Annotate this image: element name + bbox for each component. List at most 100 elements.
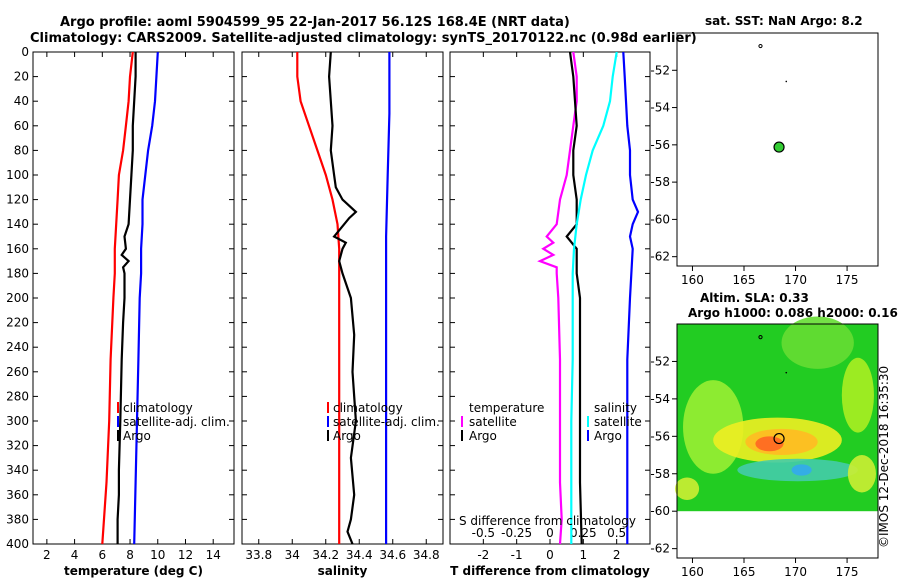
y-tick-label: 100 [6,168,29,182]
series-climatology [101,51,134,545]
x2-tick-label: -0.5 [472,526,495,540]
y-tick-label: 280 [6,389,29,403]
sst-map-title: sat. SST: NaN Argo: 8.2 [705,14,863,28]
y-tick-label: -60 [650,212,670,226]
y-tick-label: 380 [6,512,29,526]
x-tick-label: -1 [511,548,523,562]
argo-location-marker [773,432,785,445]
series-temperature-argo [565,51,583,545]
salinity-legend: climatology satellite-adj. clim. Argo [327,401,440,443]
x-tick-label: 2 [613,548,621,562]
y-tick-label: 160 [6,242,29,256]
x-tick-label: 34.2 [312,548,339,562]
x-tick-label: 34.6 [379,548,406,562]
x2-tick-label: 0 [546,526,554,540]
series-salinity-argo [622,51,640,544]
y-tick-label: 40 [14,94,29,108]
series-argo [116,52,137,544]
legend-targo-label: Argo [469,429,497,443]
x-tick-label: 34.8 [413,548,440,562]
legend-temperature-title: temperature [469,401,544,415]
sla-anomaly [755,436,784,452]
x-tick-label: 6 [98,548,106,562]
legend-argo-label: Argo [333,429,361,443]
legend-tsat-label: satellite [469,415,517,429]
y-tick-label: -58 [650,467,670,481]
sla-anomaly [847,455,876,493]
temperature-panel: 0 20 40 60 80 100 120 140 160 180 200 220 240 260 280 3… [6,45,235,578]
y-tick-label: 220 [6,316,29,330]
y-tick-label: -54 [650,101,670,115]
sst_map-frame [676,32,879,267]
y-tick-label: -56 [650,429,670,443]
x-tick-label: 165 [733,565,756,579]
x-tick-label: 0 [546,548,554,562]
x-tick-label: 170 [784,273,807,287]
legend-climatology-label: climatology [123,401,193,415]
y-tick-label: 240 [6,340,29,354]
x-tick-label: 160 [681,565,704,579]
sla-anomaly [791,464,812,476]
island-marker [758,43,763,49]
series-argo [327,51,358,545]
argo-location-marker [773,141,785,153]
x-tick-label: 4 [71,548,79,562]
salinity-panel: 33.8 34 34.2 34.4 34.6 34.8 salinity [241,51,444,578]
legend-ssat-label: satellite [594,415,642,429]
y-tick-label: -60 [650,504,670,518]
y-tick-label: 260 [6,365,29,379]
figure-title-line2: Climatology: CARS2009. Satellite-adjuste… [30,31,697,46]
series-temperature-satellite [537,51,578,545]
y-tick-label: 60 [14,119,29,133]
salinity-diff-legend: salinity satellite Argo [587,401,642,443]
y-tick-label: 320 [6,439,29,453]
y-tick-label: -62 [650,542,670,556]
y-tick-label: -62 [650,250,670,264]
x-tick-label: 14 [206,548,221,562]
y-tick-label: 400 [6,537,29,551]
x-tick-label: 33.8 [245,548,272,562]
x-tick-label: 2 [43,548,51,562]
y-tick-label: -58 [650,175,670,189]
y-tick-label: -52 [650,63,670,77]
legend-satellite-label: satellite-adj. clim. [123,415,230,429]
difference-xlabel: T difference from climatology [450,564,650,578]
y-tick-label: 300 [6,414,29,428]
temperature-xlabel: temperature (deg C) [64,564,203,578]
series-satellite-adj-clim- [133,51,159,545]
x-tick-label: 34 [285,548,300,562]
difference-frame [449,51,651,545]
y-tick-label: 340 [6,463,29,477]
s-diff-axis-label: S difference from climatology [459,514,636,528]
island-marker [785,371,788,374]
y-tick-label: 200 [6,291,29,305]
x-tick-label: 175 [836,273,859,287]
x-tick-label: 10 [150,548,165,562]
sla-anomaly [674,477,700,500]
legend-sargo-label: Argo [594,429,622,443]
legend-climatology-label: climatology [333,401,403,415]
y-tick-label: 180 [6,266,29,280]
sla_map-frame [676,323,879,559]
salinity-frame [241,51,444,545]
temperature-legend: climatology satellite-adj. clim. Argo [117,401,230,443]
x-tick-label: 170 [784,565,807,579]
sla-anomaly [841,357,874,433]
series-salinity-satellite [570,51,618,544]
x-tick-label: 165 [733,273,756,287]
legend-salinity-title: salinity [594,401,637,415]
legend-satellite-label: satellite-adj. clim. [333,415,440,429]
salinity-xlabel: salinity [318,564,368,578]
y-tick-label: 120 [6,193,29,207]
y-tick-label: -56 [650,138,670,152]
x-tick-label: 1 [580,548,588,562]
y-tick-label: 0 [21,45,29,59]
sst_map-panel: -52 -54 -56 -58 -60 -62 160 165 170 175 [650,32,879,287]
y-tick-label: -54 [650,392,670,406]
island-marker [785,80,788,83]
x-tick-label: 34.4 [346,548,373,562]
imos-watermark: ©IMOS 12-Dec-2018 16:35:30 [877,366,891,548]
x2-tick-label: -0.25 [501,526,532,540]
sla-anomaly [781,316,854,369]
